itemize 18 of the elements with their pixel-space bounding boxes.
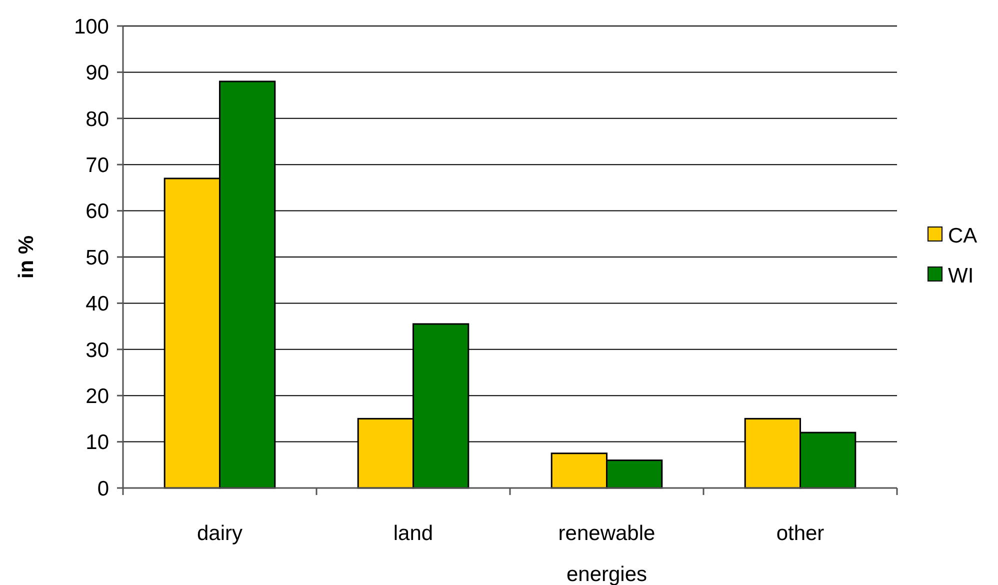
legend-label: WI: [948, 264, 974, 288]
y-tick-label: 70: [86, 154, 109, 177]
y-tick-label: 50: [86, 246, 109, 270]
y-tick-label: 40: [86, 292, 109, 316]
y-axis-title: in %: [15, 235, 38, 279]
x-tick-label: renewable energies: [558, 522, 656, 585]
y-tick-label: 30: [86, 338, 109, 362]
legend-label: CA: [948, 224, 978, 248]
x-tick-label: dairy: [196, 522, 243, 545]
y-tick-label: 20: [86, 384, 109, 408]
y-tick-label: 0: [97, 477, 109, 500]
y-tick-label: 100: [74, 15, 109, 38]
y-tick-label: 60: [86, 200, 109, 224]
y-tick-label: 80: [86, 108, 109, 131]
x-tick-label: land: [393, 522, 434, 545]
y-tick-label: 10: [86, 431, 109, 454]
x-tick-label: other: [776, 522, 824, 545]
y-tick-label: 90: [86, 62, 109, 85]
